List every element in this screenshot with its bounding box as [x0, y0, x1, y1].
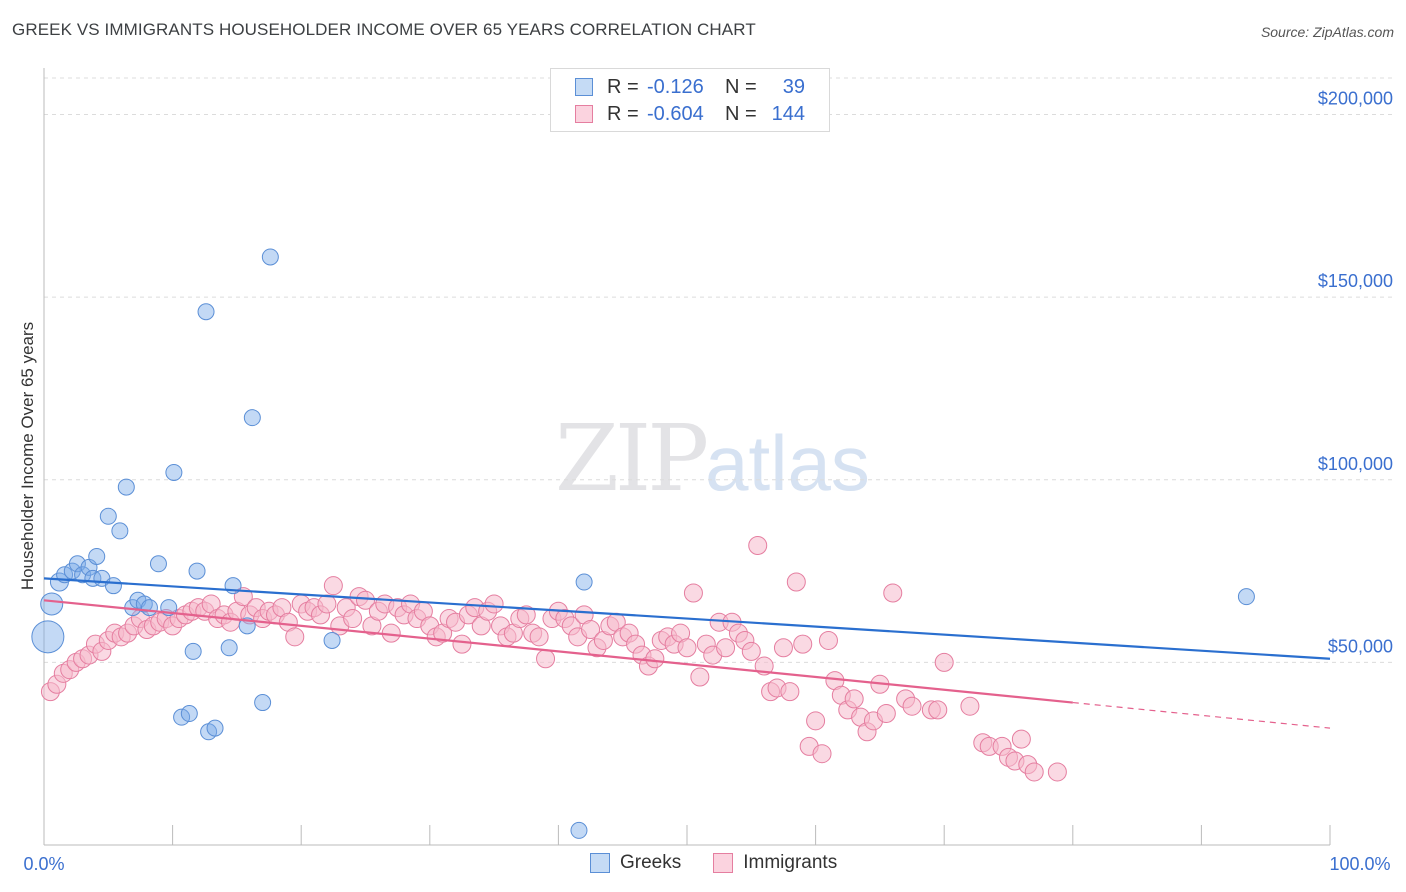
bottom-legend-swatch-immigrants [713, 853, 734, 873]
bottom-legend-swatch-greeks [590, 853, 610, 873]
point-greeks [104, 577, 122, 595]
x-tick-label-right: 100.0% [1329, 854, 1390, 874]
point-immigrants [812, 744, 832, 764]
point-immigrants [1024, 762, 1044, 782]
legend-r-label: R = [607, 102, 639, 125]
point-immigrants [285, 627, 305, 647]
point-immigrants [741, 641, 761, 661]
point-greeks [206, 719, 224, 737]
point-immigrants [806, 711, 826, 731]
point-immigrants [876, 704, 896, 724]
point-immigrants [645, 649, 665, 669]
chart-title: GREEK VS IMMIGRANTS HOUSEHOLDER INCOME O… [12, 20, 756, 39]
point-immigrants [748, 536, 768, 556]
y-tick-label: $50,000 [1328, 636, 1393, 656]
watermark: ZIPatlas [555, 405, 870, 512]
legend-row-greeks: R = -0.126 N = 39 [551, 74, 805, 100]
point-greeks [165, 463, 183, 481]
point-immigrants [452, 634, 472, 654]
point-immigrants [317, 594, 337, 614]
point-immigrants [516, 605, 536, 625]
point-greeks [323, 631, 341, 649]
point-immigrants [928, 700, 948, 720]
point-immigrants [960, 696, 980, 716]
point-greeks [184, 642, 202, 660]
point-greeks [1237, 588, 1255, 606]
point-greeks [111, 522, 129, 540]
point-greeks [40, 592, 64, 616]
legend-r-value: -0.126 [647, 75, 704, 98]
y-tick-label: $150,000 [1318, 271, 1393, 291]
bottom-legend-greeks[interactable]: Greeks [590, 852, 681, 874]
point-greeks [173, 708, 191, 726]
trend-line-greeks [43, 577, 1331, 660]
point-immigrants [323, 576, 343, 596]
point-greeks [254, 694, 272, 712]
bottom-legend-label-greeks: Greeks [620, 852, 682, 873]
point-immigrants [356, 590, 375, 610]
point-immigrants [793, 634, 813, 654]
x-tick-label-left: 0.0% [23, 854, 64, 874]
point-greeks [88, 547, 106, 565]
trend-line-immigrants-extension [1072, 701, 1331, 729]
watermark-zip: ZIP [555, 405, 709, 512]
y-tick-label: $100,000 [1318, 454, 1393, 474]
point-immigrants [1047, 762, 1067, 782]
point-greeks [180, 705, 198, 723]
bottom-legend-immigrants[interactable]: Immigrants [713, 852, 837, 874]
legend-swatch-immigrants [575, 105, 593, 123]
point-greeks [74, 566, 92, 584]
point-greeks [243, 409, 261, 427]
point-immigrants [934, 652, 954, 672]
legend-row-immigrants: R = -0.604 N = 144 [551, 101, 805, 127]
point-immigrants [690, 667, 710, 687]
legend-swatch-greeks [575, 78, 593, 96]
watermark-atlas: atlas [705, 419, 870, 507]
point-immigrants [1011, 729, 1031, 749]
point-immigrants [529, 627, 549, 647]
legend-n-label: N = [725, 102, 757, 125]
point-immigrants [536, 649, 556, 669]
legend-n-value: 39 [782, 75, 805, 98]
point-immigrants [780, 682, 800, 702]
legend-box: R = -0.126 N = 39 R = -0.604 N = 144 [550, 68, 830, 132]
trend-line-immigrants [43, 599, 1073, 704]
point-immigrants [677, 638, 697, 658]
legend-n-label: N = [725, 75, 757, 98]
bottom-legend: Greeks Immigrants [590, 852, 869, 874]
point-greeks [575, 573, 593, 591]
point-immigrants [818, 630, 838, 650]
point-greeks [220, 639, 238, 657]
point-greeks [140, 599, 158, 617]
point-immigrants [716, 638, 736, 658]
legend-n-value: 144 [771, 102, 805, 125]
y-axis-label: Householder Income Over 65 years [18, 321, 37, 591]
point-greeks [99, 507, 117, 525]
point-immigrants [484, 594, 504, 614]
point-immigrants [883, 583, 903, 603]
point-immigrants [683, 583, 703, 603]
point-greeks [149, 555, 167, 573]
point-immigrants [902, 696, 922, 716]
point-greeks [31, 620, 65, 654]
y-tick-label: $200,000 [1318, 89, 1393, 109]
point-immigrants [581, 620, 601, 640]
point-immigrants [844, 689, 864, 709]
point-greeks [261, 248, 279, 266]
point-immigrants [343, 609, 363, 629]
source-label: Source: ZipAtlas.com [1260, 24, 1394, 40]
point-immigrants [773, 638, 793, 658]
point-greeks [117, 478, 135, 496]
legend-r-label: R = [607, 75, 639, 98]
point-immigrants [786, 572, 806, 592]
bottom-legend-label-immigrants: Immigrants [743, 852, 838, 873]
point-greeks [188, 562, 206, 580]
point-greeks [570, 821, 588, 839]
legend-r-value: -0.604 [647, 102, 704, 125]
point-greeks [197, 303, 215, 321]
